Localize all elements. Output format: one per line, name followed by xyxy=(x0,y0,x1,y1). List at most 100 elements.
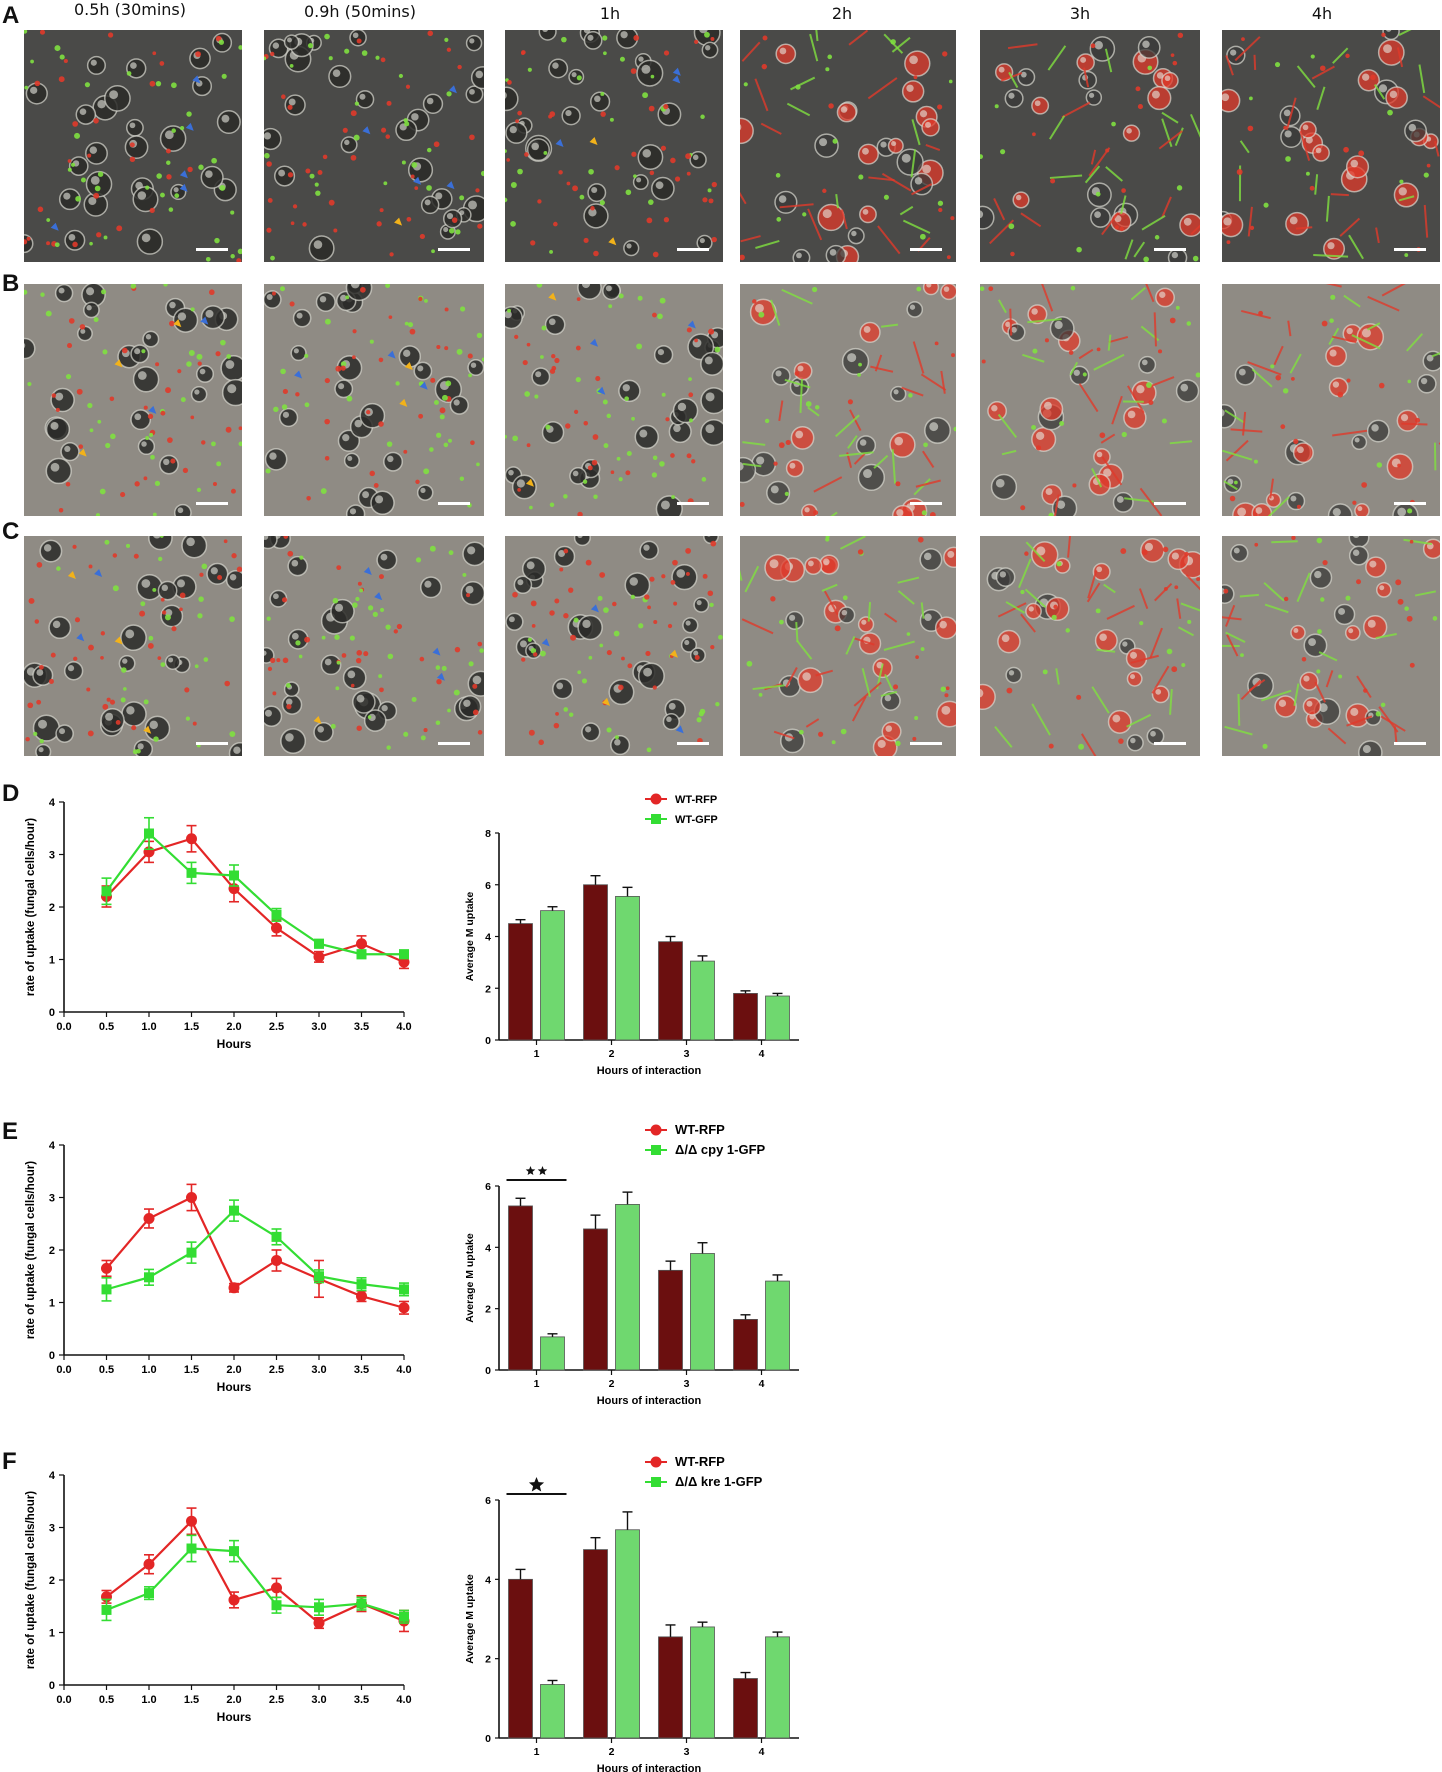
bar xyxy=(690,1253,715,1371)
x-axis-label: Hours xyxy=(217,1380,252,1394)
series-line-1 xyxy=(105,831,404,956)
bar xyxy=(615,1204,640,1371)
data-point xyxy=(356,1290,367,1302)
data-point xyxy=(228,1282,240,1294)
series-line-0 xyxy=(105,1519,405,1625)
legend-marker xyxy=(650,793,662,805)
bar xyxy=(615,1529,640,1739)
time-label: 0.9h (50mins) xyxy=(303,2,417,21)
data-point xyxy=(356,1279,367,1290)
x-tick-label: 0.5 xyxy=(99,1364,114,1376)
legend-label: WT-RFP xyxy=(675,794,717,806)
data-point xyxy=(271,1231,282,1242)
series-line-0 xyxy=(105,1196,405,1309)
panel-letter-e: E xyxy=(2,1118,19,1145)
y-tick-label: 2 xyxy=(485,1304,491,1316)
x-tick-label: 2.0 xyxy=(226,1694,241,1706)
y-axis-label: Average M uptake xyxy=(464,1233,476,1323)
x-tick-label: 3.5 xyxy=(354,1364,369,1376)
time-label: 1h xyxy=(599,4,621,23)
data-point xyxy=(101,1604,112,1615)
x-axis-label: Hours xyxy=(217,1710,252,1724)
data-point xyxy=(399,1611,409,1622)
micrograph-c-4 xyxy=(740,536,956,756)
x-axis-label: Hours of interaction xyxy=(597,1395,702,1407)
y-tick-label: 0 xyxy=(485,1733,491,1745)
data-point xyxy=(314,1602,324,1613)
data-point xyxy=(229,1205,239,1216)
micrograph-b-1 xyxy=(24,284,242,516)
x-tick-label: 4 xyxy=(759,1746,765,1758)
y-tick-label: 0 xyxy=(49,1007,55,1019)
micrograph-c-2 xyxy=(264,536,484,756)
x-tick-label: 0.5 xyxy=(99,1694,114,1706)
x-tick-label: 0.0 xyxy=(56,1694,71,1706)
y-tick-label: 4 xyxy=(49,1140,56,1152)
x-axis-label: Hours of interaction xyxy=(597,1065,702,1077)
x-tick-label: 3 xyxy=(684,1746,690,1758)
data-point xyxy=(144,1588,154,1599)
data-point xyxy=(271,1582,282,1594)
chart-d-bar: 0 2 4 6 8 1 2 3 4 Hours of interaction Average M u… xyxy=(464,793,799,1077)
bar xyxy=(508,923,533,1041)
chart-d-line: 0 1 2 3 4 0.0 0.5 1.0 1.5 2.0 2.5 3.0 3.5 4.0 Hours rat… xyxy=(25,797,412,1051)
x-tick-label: 4 xyxy=(759,1048,765,1060)
data-point xyxy=(186,833,197,845)
x-tick-label: 3.5 xyxy=(354,1694,369,1706)
y-tick-label: 2 xyxy=(485,983,491,995)
y-tick-label: 0 xyxy=(485,1365,491,1377)
y-axis-label: Average M uptake xyxy=(464,1574,476,1664)
panel-letter-a: A xyxy=(2,2,20,29)
y-tick-label: 2 xyxy=(49,902,55,914)
bar xyxy=(765,995,790,1041)
data-point xyxy=(356,949,367,960)
legend-marker xyxy=(651,1477,661,1487)
y-tick-label: 3 xyxy=(49,1523,55,1535)
y-tick-label: 1 xyxy=(49,1628,55,1640)
data-point xyxy=(144,828,154,839)
bar xyxy=(540,1336,565,1371)
y-tick-label: 3 xyxy=(49,850,55,862)
data-point xyxy=(229,870,239,881)
y-tick-label: 2 xyxy=(485,1654,491,1666)
data-point xyxy=(186,867,197,878)
panel-letter-c: C xyxy=(2,518,20,545)
micrograph-b-3 xyxy=(505,284,723,516)
data-point xyxy=(186,1543,197,1554)
x-tick-label: 3 xyxy=(684,1378,690,1390)
y-tick-label: 0 xyxy=(49,1680,55,1692)
y-axis-label: Average M uptake xyxy=(464,892,476,982)
x-tick-label: 4.0 xyxy=(396,1021,411,1033)
panel-letter-d: D xyxy=(2,780,20,807)
significance-star xyxy=(537,1166,548,1175)
y-tick-label: 2 xyxy=(49,1245,55,1257)
micrograph-b-5 xyxy=(980,284,1200,516)
y-axis-label: rate of uptake (fungal cells/hour) xyxy=(25,1491,37,1669)
chart-e-line: 0 1 2 3 4 0.0 0.5 1.0 1.5 2.0 2.5 3.0 3.5 4.0 Hours rat… xyxy=(25,1140,412,1394)
data-point xyxy=(399,1284,409,1295)
y-tick-label: 4 xyxy=(485,1242,491,1254)
bar xyxy=(508,1205,533,1371)
data-point xyxy=(101,1262,112,1274)
micrograph-c-3 xyxy=(505,536,723,756)
panel-letter-f: F xyxy=(2,1448,17,1475)
data-point xyxy=(313,1617,325,1629)
legend-marker xyxy=(651,1145,661,1155)
bar xyxy=(733,1318,758,1371)
y-tick-label: 6 xyxy=(485,1181,491,1193)
time-label: 4h xyxy=(1311,4,1333,23)
bar xyxy=(583,884,608,1041)
significance-star xyxy=(528,1477,545,1492)
legend-label: Δ/Δ kre 1-GFP xyxy=(675,1474,763,1489)
x-tick-label: 2.5 xyxy=(269,1364,284,1376)
x-tick-label: 1.5 xyxy=(184,1021,199,1033)
legend-marker xyxy=(651,814,661,824)
micrograph-a-4 xyxy=(740,30,956,262)
bar xyxy=(733,1678,758,1739)
bar xyxy=(583,1228,608,1371)
data-point xyxy=(314,938,324,949)
chart-e-bar: 0 2 4 6 1 2 3 4 Hours of interaction Average M up… xyxy=(464,1122,799,1407)
x-tick-label: 2.0 xyxy=(226,1021,241,1033)
bar xyxy=(615,895,640,1041)
legend-marker xyxy=(650,1456,662,1468)
